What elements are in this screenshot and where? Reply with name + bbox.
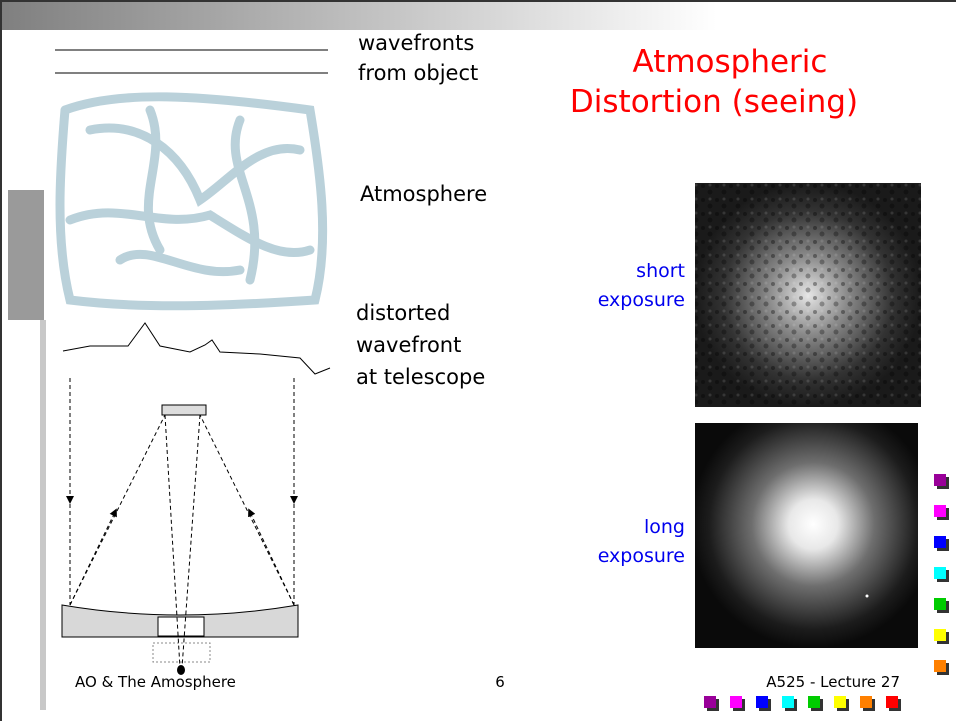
color-square [730,696,742,708]
title: Distortion (seeing) [570,84,858,120]
long-exposure-image [695,423,918,648]
color-square [934,536,946,548]
label: distorted [356,301,450,325]
color-square [934,474,946,486]
distorted-wavefront [62,322,331,375]
color-square [808,696,820,708]
footer-right: A525 - Lecture 27 [766,673,900,691]
page-number: 6 [495,673,505,691]
label: exposure [598,545,685,567]
side-bar [40,320,46,710]
label: from object [358,61,478,85]
color-square [756,696,768,708]
label: exposure [598,289,685,311]
telescope [61,378,299,675]
top-bar [0,0,956,30]
color-square [834,696,846,708]
color-square [860,696,872,708]
star [865,594,869,598]
color-square [886,696,898,708]
label: long [644,516,685,538]
label: Atmosphere [360,182,487,206]
atmosphere [55,92,328,311]
label: wavefront [356,333,461,357]
color-square [934,505,946,517]
color-square [934,629,946,641]
label: at telescope [356,365,485,389]
color-square [782,696,794,708]
color-squares [704,474,949,711]
footer-left: AO & The Amosphere [75,673,236,691]
color-square [934,660,946,672]
label: short [636,260,685,282]
image-noise [695,183,921,407]
title: Atmospheric [633,44,828,80]
color-square [934,598,946,610]
label: wavefronts [358,31,474,55]
color-square [704,696,716,708]
side-bar [8,190,44,320]
color-square [934,567,946,579]
